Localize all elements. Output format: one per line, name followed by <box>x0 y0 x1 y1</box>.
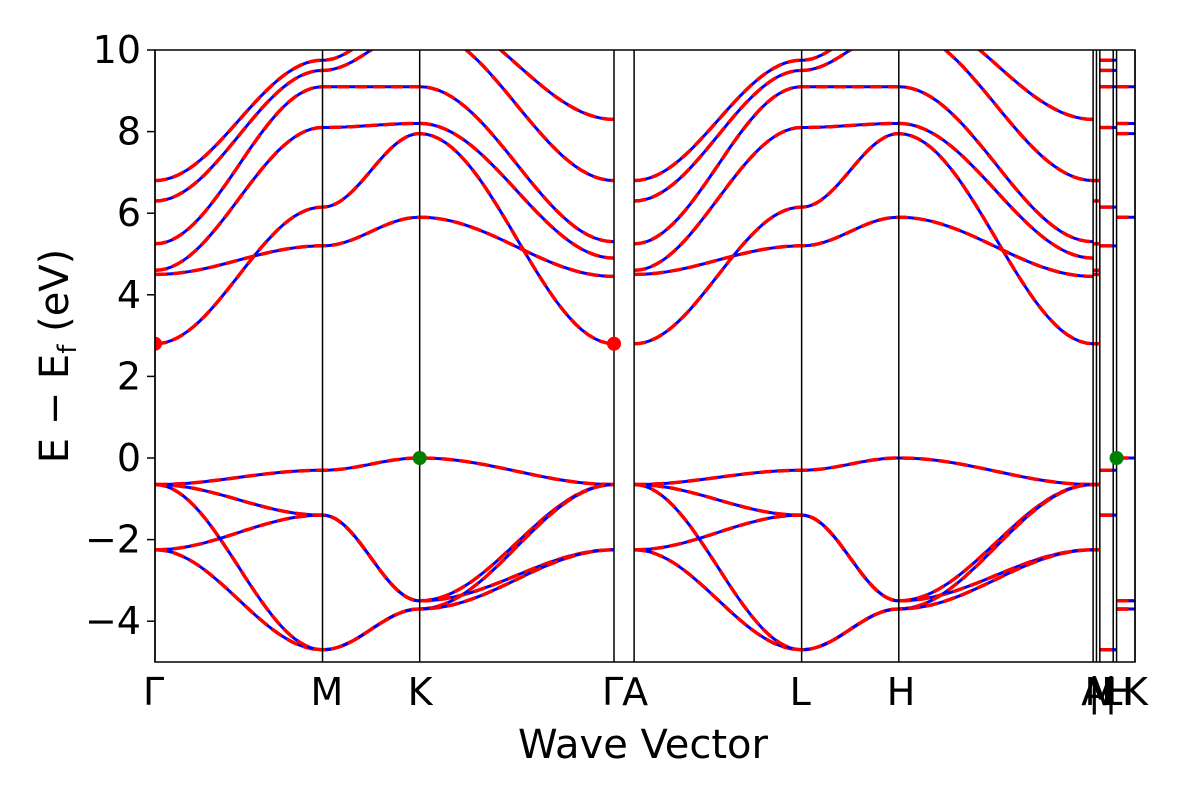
y-tick-label-3: 2 <box>117 354 141 398</box>
band-lines <box>155 50 1135 652</box>
y-tick-label-6: 8 <box>117 110 141 154</box>
x-tick-label-8: M <box>1084 670 1117 714</box>
cbm-marker-1 <box>607 336 622 351</box>
x-tick-label-0: Γ <box>143 670 164 714</box>
x-tick-label-10: L <box>1101 670 1122 714</box>
x-tick-label-7: A <box>1081 670 1107 714</box>
band-line-4-seg1-dashed <box>633 482 1094 652</box>
x-tick-label-row: Γ M K ΓA L H AM|L|HK <box>143 670 1149 715</box>
band-line-0-seg1-solid <box>634 456 1094 486</box>
band-line-9-seg0-dashed <box>155 50 615 203</box>
x-tick-label-6: H <box>887 670 916 714</box>
band-line-10-seg0-dashed <box>155 50 615 183</box>
x-tick-label-9: | <box>1088 670 1101 715</box>
y-axis-title: E − Ef (eV) <box>32 249 83 464</box>
vbm-marker-3 <box>1109 451 1124 465</box>
band-line-5-seg0-dashed <box>155 131 615 346</box>
band-line-5-seg0-solid <box>155 132 615 346</box>
x-tick-label-13: K <box>1123 670 1149 714</box>
band-line-5-seg1-solid <box>633 132 1094 346</box>
band-line-9-seg0-solid <box>155 50 615 203</box>
y-axis-title-sub: f <box>53 344 83 354</box>
band-line-5-seg1-dashed <box>633 131 1094 346</box>
x-tick-label-3: Γ <box>602 670 623 714</box>
x-tick-label-4: A <box>622 670 648 714</box>
band-line-4-seg0-dashed <box>155 482 615 652</box>
y-tick-label-7: 10 <box>93 28 141 72</box>
y-tick-label-2: 0 <box>117 436 141 480</box>
x-tick-label-2: K <box>408 670 434 714</box>
x-tick-label-5: L <box>790 670 811 714</box>
band-line-4-seg1-solid <box>633 483 1094 652</box>
band-line-6-seg1-dashed <box>634 215 1094 279</box>
band-line-8-seg0-dashed <box>155 84 615 246</box>
band-line-7-seg1-dashed <box>633 121 1094 273</box>
x-axis-title: Wave Vector <box>518 722 769 768</box>
x-tick-label-11: | <box>1105 670 1118 715</box>
band-line-9-seg1-dashed <box>633 50 1094 203</box>
band-line-0-seg0-solid <box>155 456 615 486</box>
band-line-6-seg0-dashed <box>155 215 615 279</box>
band-line-8-seg1-dashed <box>633 84 1094 246</box>
y-tick-label-1: −2 <box>85 518 141 562</box>
y-axis-title-main: E − E <box>32 354 78 464</box>
cbm-marker-0 <box>155 336 162 351</box>
band-line-9-seg1-solid <box>633 50 1094 203</box>
y-tick-label-5: 6 <box>117 191 141 235</box>
band-edge-markers <box>155 336 1124 465</box>
band-line-0-seg1-dashed <box>634 456 1094 487</box>
y-tick-label-4: 4 <box>117 273 141 317</box>
band-line-10-seg1-dashed <box>633 50 1094 183</box>
vbm-marker-2 <box>412 451 427 465</box>
y-tick-label-0: −4 <box>85 599 141 643</box>
x-tick-label-12: H <box>1105 670 1134 714</box>
x-axis: Γ M K ΓA L H AM|L|HK <box>143 670 1149 715</box>
band-line-7-seg0-dashed <box>155 121 615 273</box>
band-line-0-seg0-dashed <box>155 456 615 487</box>
y-axis: −4 −2 0 2 4 6 8 10 <box>85 28 155 643</box>
plot-frame <box>154 49 1136 663</box>
band-line-2-seg0-dashed <box>155 482 615 603</box>
y-axis-title-unit: (eV) <box>32 249 78 345</box>
band-line-4-seg0-solid <box>155 483 615 652</box>
x-tick-label-1: M <box>311 670 344 714</box>
high-symmetry-lines <box>154 50 1136 662</box>
band-line-2-seg1-dashed <box>634 482 1094 603</box>
